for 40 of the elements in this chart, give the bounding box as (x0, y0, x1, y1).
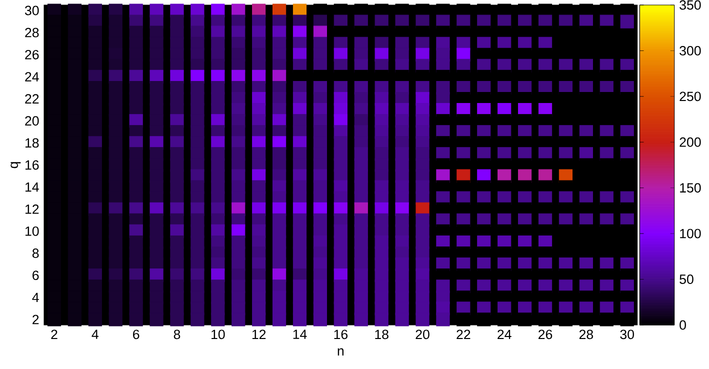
x-tick-label: 22 (456, 330, 470, 340)
x-tick-label: 8 (174, 330, 180, 340)
y-axis-title: q (10, 162, 21, 168)
color-bar-label: 300 (680, 46, 701, 56)
x-tick-label: 2 (51, 330, 58, 340)
x-tick-label: 12 (252, 330, 266, 340)
y-tick-label: 24 (25, 72, 39, 82)
y-tick-label: 12 (25, 204, 39, 214)
y-tick-label: 20 (25, 116, 39, 126)
x-tick-label: 4 (92, 330, 98, 339)
x-tick-label: 20 (416, 330, 430, 340)
x-tick-label: 14 (293, 330, 307, 339)
y-tick-label: 26 (25, 50, 39, 60)
x-axis-title: n (338, 348, 344, 356)
y-tick-label: 6 (32, 270, 39, 280)
color-bar-label: 50 (680, 274, 694, 284)
color-bar-label: 100 (680, 228, 701, 238)
x-tick-label: 26 (538, 330, 552, 340)
x-tick-label: 28 (579, 330, 594, 340)
y-tick-label: 22 (25, 94, 39, 104)
x-tick-label: 10 (212, 330, 225, 340)
y-tick-label: 28 (25, 28, 39, 38)
y-tick-label: 8 (32, 248, 39, 258)
color-bar-label: 0 (680, 320, 686, 330)
y-tick-label: 16 (25, 160, 39, 170)
x-tick-label: 30 (620, 330, 634, 340)
color-bar-label: 250 (680, 92, 701, 102)
x-tick-label: 24 (498, 330, 512, 340)
y-tick-label: 30 (24, 6, 39, 16)
color-bar-label: 150 (680, 183, 701, 193)
color-bar-label: 350 (680, 0, 701, 10)
y-tick-label: 4 (32, 292, 39, 302)
y-tick-label: 10 (25, 226, 39, 236)
y-tick-label: 18 (25, 138, 39, 148)
color-bar-label: 200 (680, 137, 701, 147)
y-tick-label: 2 (32, 314, 39, 324)
x-tick-label: 18 (375, 330, 388, 340)
x-tick-label: 16 (334, 330, 348, 340)
y-tick-label: 14 (25, 182, 39, 192)
x-tick-label: 6 (133, 330, 140, 340)
